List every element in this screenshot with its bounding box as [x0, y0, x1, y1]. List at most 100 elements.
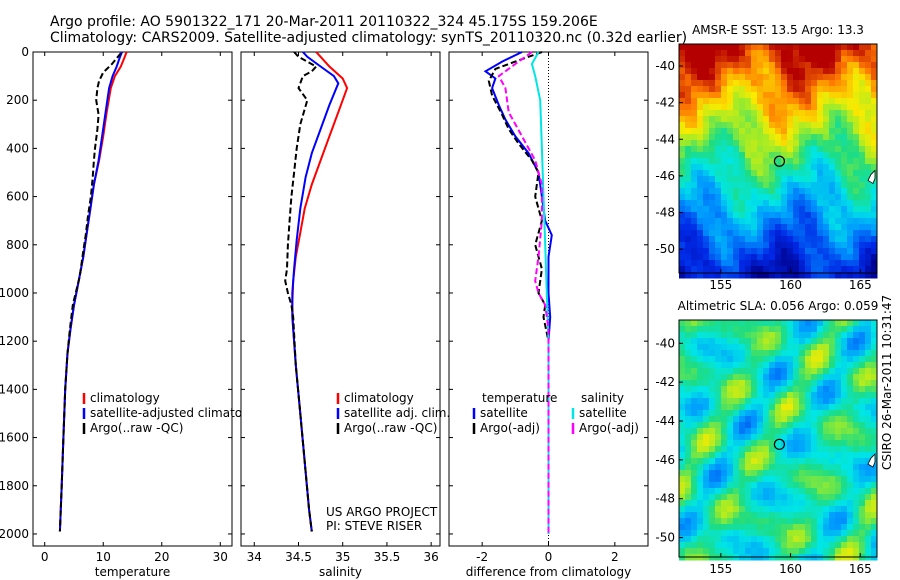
map-cell — [823, 470, 830, 477]
map-cell — [805, 476, 812, 483]
map-frame — [678, 319, 878, 558]
map-cell — [715, 212, 722, 219]
map-cell — [793, 536, 800, 543]
map-cell — [739, 494, 746, 501]
map-cell — [871, 98, 878, 105]
map-cell — [823, 62, 830, 69]
map-cell — [853, 422, 860, 429]
map-cell — [679, 386, 686, 393]
map-cell — [757, 326, 764, 333]
map-cell — [841, 338, 848, 345]
map-cell — [763, 194, 770, 201]
map-cell — [697, 254, 704, 261]
map-cell — [859, 80, 866, 87]
map-cell — [769, 512, 776, 519]
map-cell — [823, 50, 830, 57]
map-cell — [787, 170, 794, 177]
map-cell — [823, 416, 830, 423]
map-cell — [829, 500, 836, 507]
map-cell — [781, 452, 788, 459]
map-cell — [697, 182, 704, 189]
map-cell — [775, 254, 782, 261]
map-cell — [811, 524, 818, 531]
map-cell — [787, 188, 794, 195]
map-cell — [763, 254, 770, 261]
map-cell — [721, 164, 728, 171]
map-cell — [835, 494, 842, 501]
map-cell — [829, 122, 836, 129]
map-cell — [745, 512, 752, 519]
map-cell — [859, 434, 866, 441]
map-cell — [835, 206, 842, 213]
map-cell — [739, 116, 746, 123]
map-cell — [679, 422, 686, 429]
map-cell — [871, 158, 878, 165]
map-cell — [871, 200, 878, 207]
x-tick-label: 2 — [611, 550, 619, 564]
map-cell — [787, 524, 794, 531]
map-cell — [829, 164, 836, 171]
map-cell — [853, 428, 860, 435]
map-cell — [841, 266, 848, 273]
map-cell — [787, 488, 794, 495]
map-cell — [823, 74, 830, 81]
map-cell — [685, 188, 692, 195]
map-cell — [787, 218, 794, 225]
map-cell — [745, 362, 752, 369]
map-cell — [847, 182, 854, 189]
map-cell — [865, 386, 872, 393]
map-cell — [721, 182, 728, 189]
map-cell — [811, 320, 818, 327]
map-cell — [787, 548, 794, 555]
map-cell — [817, 200, 824, 207]
map-cell — [679, 524, 686, 531]
map-cell — [805, 152, 812, 159]
map-cell — [769, 212, 776, 219]
map-cell — [829, 482, 836, 489]
map-cell — [769, 410, 776, 417]
map-cell — [721, 398, 728, 405]
map-cell — [859, 536, 866, 543]
map-cell — [685, 530, 692, 537]
map-cell — [769, 44, 776, 51]
map-cell — [763, 416, 770, 423]
map-cell — [805, 362, 812, 369]
map-cell — [691, 404, 698, 411]
map-cell — [769, 518, 776, 525]
map-cell — [709, 128, 716, 135]
map-cell — [799, 170, 806, 177]
map-cell — [865, 164, 872, 171]
map-cell — [823, 194, 830, 201]
map-cell — [715, 86, 722, 93]
map-cell — [787, 98, 794, 105]
map-cell — [715, 200, 722, 207]
map-cell — [763, 380, 770, 387]
map-cell — [769, 374, 776, 381]
map-cell — [847, 224, 854, 231]
map-cell — [817, 392, 824, 399]
map-cell — [703, 266, 710, 273]
map-cell — [853, 434, 860, 441]
map-cell — [841, 500, 848, 507]
map-cell — [817, 146, 824, 153]
map-cell — [859, 194, 866, 201]
map-cell — [703, 200, 710, 207]
map-cell — [727, 416, 734, 423]
map-cell — [853, 392, 860, 399]
map-cell — [733, 62, 740, 69]
map-cell — [769, 224, 776, 231]
map-cell — [697, 188, 704, 195]
map-cell — [853, 62, 860, 69]
map-cell — [859, 542, 866, 549]
map-cell — [859, 338, 866, 345]
map-cell — [679, 98, 686, 105]
map-cell — [793, 218, 800, 225]
map-cell — [811, 254, 818, 261]
map-cell — [685, 344, 692, 351]
map-cell — [781, 476, 788, 483]
map-cell — [775, 182, 782, 189]
map-cell — [769, 170, 776, 177]
map-cell — [793, 368, 800, 375]
map-cell — [751, 440, 758, 447]
map-cell — [709, 218, 716, 225]
